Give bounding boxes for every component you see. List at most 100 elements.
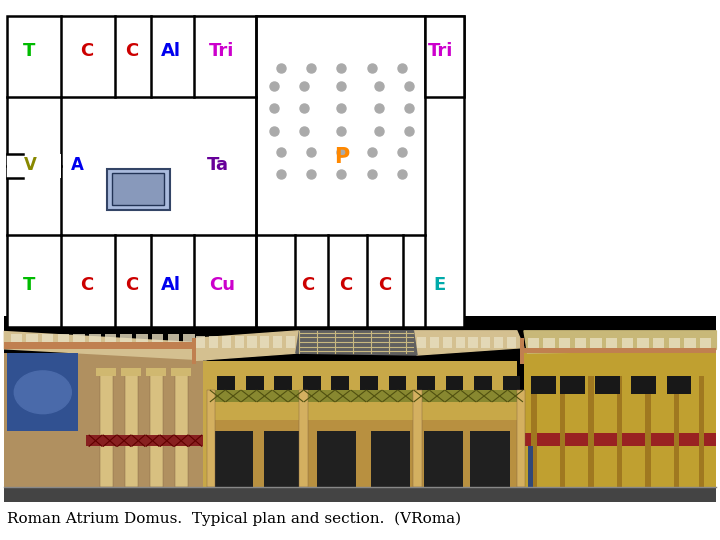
Bar [58, 334, 69, 346]
Bar [684, 338, 696, 349]
Bar [286, 336, 295, 348]
Bar [27, 334, 38, 346]
Text: Tri: Tri [209, 42, 235, 60]
Bar [11, 334, 22, 346]
Bar [175, 372, 187, 487]
Text: T: T [22, 276, 35, 294]
Bar [150, 372, 163, 487]
Bar [524, 348, 716, 353]
Bar [481, 338, 490, 348]
Text: C: C [339, 276, 352, 294]
Bar [528, 446, 534, 487]
Bar [73, 334, 85, 346]
Bar [7, 154, 61, 178]
Bar [424, 431, 464, 487]
Bar [86, 435, 203, 446]
Bar [667, 375, 691, 394]
Text: P: P [333, 146, 349, 167]
Bar [7, 353, 78, 431]
Bar [588, 375, 594, 487]
Bar [674, 375, 680, 487]
Bar [524, 353, 716, 487]
Bar [183, 334, 194, 346]
Bar [196, 336, 205, 348]
Bar [524, 433, 716, 446]
Bar [507, 338, 516, 348]
Text: C: C [379, 276, 392, 294]
Text: C: C [80, 42, 93, 60]
Bar [531, 375, 537, 487]
Bar [214, 431, 253, 487]
Bar [590, 338, 602, 349]
Text: Roman Atrium Domus.  Typical plan and section.  (VRoma): Roman Atrium Domus. Typical plan and sec… [7, 511, 462, 525]
Text: Ta: Ta [207, 156, 228, 174]
Bar [207, 390, 521, 402]
Bar [637, 338, 649, 349]
Bar [360, 375, 378, 390]
Bar [446, 375, 464, 390]
Bar [4, 353, 203, 487]
Bar [121, 368, 141, 375]
Bar [631, 375, 656, 394]
Bar [417, 338, 426, 348]
Bar [543, 338, 554, 349]
Bar [468, 338, 477, 348]
Bar [595, 375, 620, 394]
Polygon shape [192, 331, 300, 361]
Bar [105, 334, 116, 346]
Polygon shape [296, 331, 417, 355]
Bar [248, 336, 256, 348]
Circle shape [14, 371, 71, 414]
Text: C: C [301, 276, 314, 294]
Text: A: A [71, 156, 84, 174]
Bar [494, 338, 503, 348]
Text: C: C [125, 276, 138, 294]
Bar [168, 334, 179, 346]
Bar [331, 375, 349, 390]
Bar [203, 361, 517, 487]
Bar [7, 353, 78, 431]
Bar [100, 372, 112, 487]
Bar [528, 338, 539, 349]
Bar [209, 336, 218, 348]
Bar [653, 338, 665, 349]
Bar [260, 336, 269, 348]
Bar [274, 375, 292, 390]
Bar [700, 338, 711, 349]
Bar [152, 334, 163, 346]
Bar [503, 375, 521, 390]
Bar [300, 390, 308, 487]
Bar [4, 342, 196, 349]
Bar [273, 336, 282, 348]
Bar [559, 338, 570, 349]
Bar [559, 375, 585, 394]
Bar [217, 375, 235, 390]
Bar [7, 16, 464, 327]
Text: T: T [22, 42, 35, 60]
Bar [456, 338, 465, 348]
Bar [42, 334, 53, 346]
Bar [4, 487, 716, 502]
Bar [4, 316, 716, 502]
Polygon shape [524, 331, 716, 353]
Bar [120, 334, 132, 346]
Bar [192, 338, 196, 365]
Text: C: C [80, 276, 93, 294]
Bar [430, 338, 439, 348]
Text: V: V [24, 156, 37, 174]
Polygon shape [413, 331, 524, 355]
Bar [264, 431, 303, 487]
Bar [559, 375, 565, 487]
Bar [575, 338, 586, 349]
Text: E: E [433, 276, 446, 294]
Bar [531, 375, 556, 394]
Bar [474, 375, 492, 390]
Bar [669, 338, 680, 349]
Bar [125, 372, 138, 487]
Bar [146, 368, 166, 375]
Bar [371, 431, 410, 487]
Bar [303, 375, 321, 390]
Bar [389, 375, 406, 390]
Bar [318, 431, 356, 487]
Bar [621, 338, 633, 349]
